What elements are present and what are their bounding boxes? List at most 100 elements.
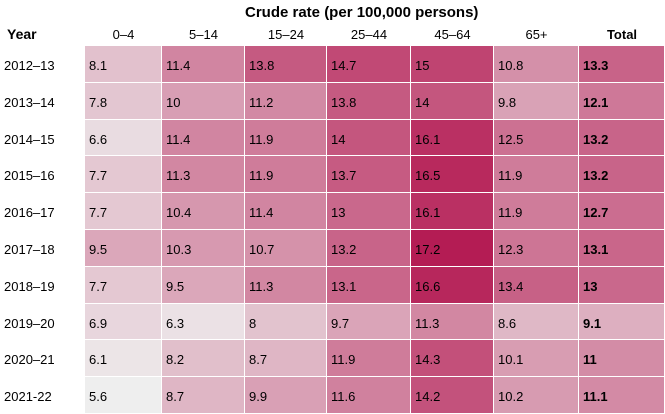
column-header: 65+ [525,27,548,42]
heatmap-cell [162,266,244,303]
cell-value: 11.4 [166,58,191,73]
total-value: 12.1 [583,94,609,110]
cell-value: 12.3 [498,242,524,257]
heatmap-cell [494,156,578,193]
heatmap-cell [494,303,578,340]
heatmap-cell [245,156,326,193]
heatmap-cell [579,266,664,303]
column-header: 5–14 [189,27,218,42]
heatmap-cell [494,119,578,156]
heatmap-cell [494,46,578,82]
heatmap-cell [494,377,578,413]
heatmap-cell [162,303,244,340]
cell-value: 9.9 [249,389,268,405]
cell-value: 7.7 [89,205,108,221]
heatmap-cell [327,340,410,377]
heatmap-cell [579,303,664,340]
heatmap-cell [327,119,410,156]
cell-value: 10.2 [498,389,524,405]
cell-value: 16.5 [415,168,441,184]
cell-value: 13.4 [498,278,524,294]
heatmap-cell [494,230,578,266]
cell-value: 9.8 [498,94,517,110]
heatmap-cell [245,230,326,266]
cell-value: 8.6 [498,315,517,331]
heatmap-cell [245,266,326,303]
cell-value: 13.2 [331,242,357,257]
heatmap-cell [411,156,493,193]
column-header: Total [606,27,638,42]
row-label: 2021-22 [4,389,52,405]
heatmap-cell [245,340,326,377]
heatmap-cell [411,377,493,413]
total-value: 12.7 [583,205,609,221]
heatmap-cell [162,340,244,377]
column-header: 0–4 [112,27,135,42]
heatmap-cell [327,46,410,82]
cell-value: 11.3 [249,278,274,294]
total-value: 13.2 [583,131,609,147]
heatmap-cell [579,193,664,229]
cell-value: 16.6 [415,278,441,294]
cell-value: 10.4 [166,205,192,221]
row-header-year: Year [7,26,37,42]
heatmap-cell [162,119,244,156]
cell-value: 13.8 [249,58,275,73]
row-label: 2019–20 [4,315,55,331]
total-value: 13.1 [583,242,609,257]
heatmap-cell [245,82,326,119]
cell-value: 17.2 [415,242,441,257]
cell-value: 14.2 [415,389,441,405]
cell-value: 11.9 [498,205,523,221]
heatmap-cell [494,340,578,377]
heatmap-cell [85,340,161,377]
cell-value: 10 [166,94,181,110]
cell-value: 6.9 [89,315,108,331]
column-header: 25–44 [350,27,388,42]
cell-value: 16.1 [415,205,441,221]
total-value: 11.1 [583,389,608,405]
heatmap-cell [85,303,161,340]
heatmap-cell [245,193,326,229]
cell-value: 10.8 [498,58,524,73]
heatmap-cell [85,119,161,156]
cell-value: 11.9 [331,352,356,368]
cell-value: 13.8 [331,94,357,110]
heatmap-cell [327,193,410,229]
cell-value: 13 [331,205,346,221]
heatmap-cell [327,303,410,340]
row-label: 2016–17 [4,205,55,221]
heatmap-cell [579,377,664,413]
cell-value: 11.9 [249,168,274,184]
heatmap-cell [579,119,664,156]
heatmap-cell [245,303,326,340]
total-value: 11 [583,352,597,368]
heatmap-cell [85,82,161,119]
heatmap-cell [85,46,161,82]
cell-value: 10.7 [249,242,275,257]
cell-value: 7.8 [89,94,108,110]
cell-value: 11.9 [498,168,523,184]
cell-value: 8.1 [89,58,108,73]
heatmap-cell [579,156,664,193]
cell-value: 13.7 [331,168,357,184]
row-label: 2015–16 [4,168,55,184]
heatmap-cell [494,193,578,229]
row-label: 2020–21 [4,352,55,368]
heatmap-cell [85,193,161,229]
heatmap-cell [579,230,664,266]
heatmap-cell [411,266,493,303]
heatmap-cell [245,119,326,156]
cell-value: 14 [331,131,346,147]
cell-value: 11.2 [249,94,274,110]
cell-value: 10.3 [166,242,192,257]
heatmap-cell [411,82,493,119]
heatmap-cell [245,46,326,82]
cell-value: 15 [415,58,430,73]
heatmap-cell [411,303,493,340]
heatmap-cell [162,46,244,82]
heatmap-cell [411,119,493,156]
cell-value: 11.4 [166,131,191,147]
cell-value: 11.9 [249,131,274,147]
